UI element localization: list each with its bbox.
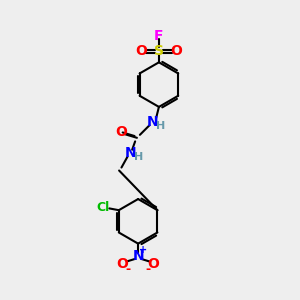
Text: +: + xyxy=(140,245,148,255)
Text: O: O xyxy=(116,125,128,140)
Text: N: N xyxy=(132,249,144,263)
Text: Cl: Cl xyxy=(97,201,110,214)
Text: H: H xyxy=(156,121,165,131)
Text: N: N xyxy=(124,146,136,160)
Text: O: O xyxy=(170,44,182,58)
Text: O: O xyxy=(136,44,148,58)
Text: -: - xyxy=(125,263,130,276)
Text: -: - xyxy=(146,263,151,276)
Text: S: S xyxy=(154,44,164,58)
Text: O: O xyxy=(117,256,129,271)
Text: F: F xyxy=(154,28,164,43)
Text: H: H xyxy=(134,152,143,162)
Text: O: O xyxy=(148,256,160,271)
Text: N: N xyxy=(147,116,158,129)
